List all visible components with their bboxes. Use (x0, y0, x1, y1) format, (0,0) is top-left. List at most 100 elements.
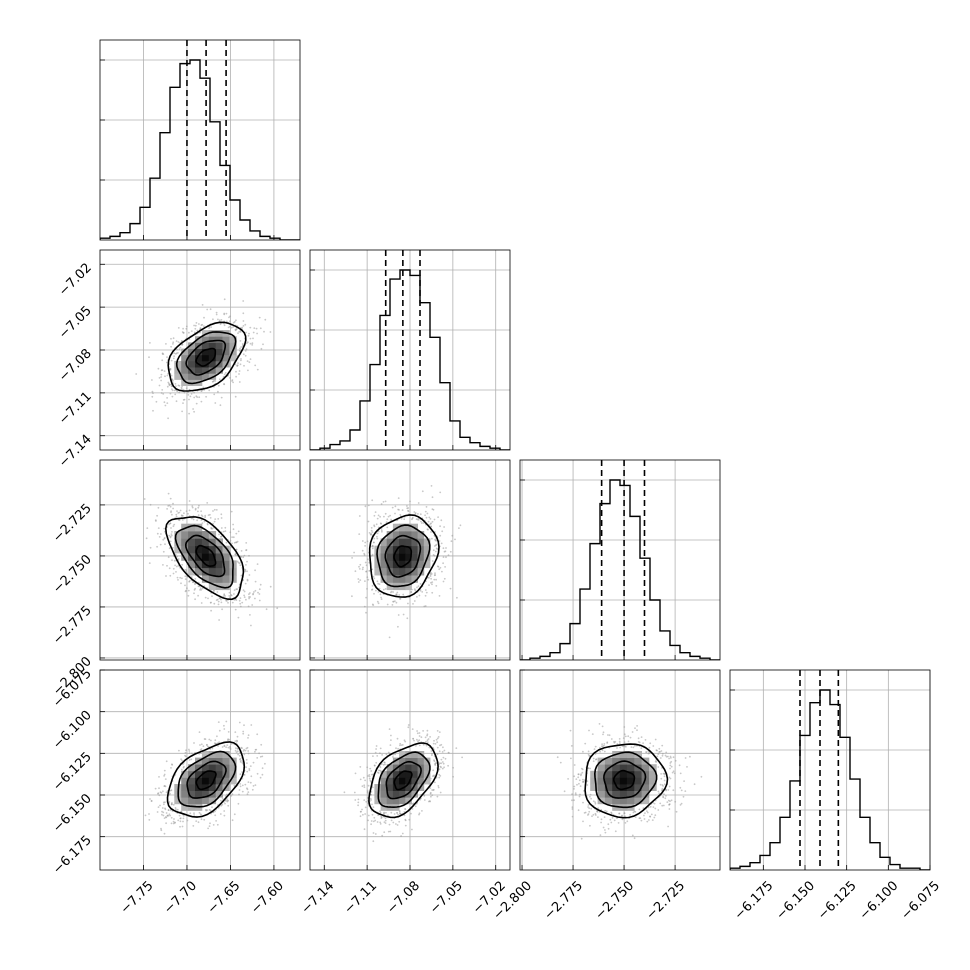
sample-point (227, 731, 230, 733)
sample-point (601, 725, 604, 728)
density-cell (386, 560, 394, 569)
sample-point (387, 830, 390, 833)
sample-point (200, 510, 203, 513)
y-tick-label: −7.05 (56, 303, 95, 342)
sample-point (571, 806, 574, 809)
sample-point (613, 741, 616, 744)
sample-point (181, 825, 184, 828)
density-cell (195, 797, 203, 805)
sample-point (397, 747, 399, 750)
sample-point (664, 773, 666, 776)
sample-point (176, 510, 178, 512)
sample-point (157, 506, 160, 509)
sample-point (655, 749, 658, 751)
sample-point (165, 822, 168, 825)
sample-point (246, 560, 248, 563)
density-cell (399, 764, 406, 772)
density-cell (634, 757, 642, 765)
sample-point (226, 798, 228, 800)
density-cell (195, 567, 203, 576)
sample-point (202, 386, 205, 389)
sample-point (237, 561, 240, 564)
sample-point (593, 748, 596, 750)
sample-point (381, 754, 383, 756)
density-cell (195, 531, 203, 539)
density-cell (619, 790, 628, 798)
sample-point (428, 516, 431, 519)
sample-point (209, 308, 212, 311)
density-cell (641, 784, 650, 791)
sample-point (657, 766, 660, 768)
sample-point (571, 799, 573, 802)
sample-point (230, 594, 233, 597)
sample-point (410, 591, 413, 593)
histogram-panel (519, 459, 721, 661)
sample-point (668, 757, 670, 760)
density-cell (626, 790, 635, 798)
sample-point (246, 762, 248, 764)
density-cell (215, 790, 223, 798)
sample-point (265, 608, 268, 611)
sample-point (362, 776, 365, 779)
sample-point (431, 520, 434, 523)
sample-point (231, 536, 234, 538)
density-cell (405, 560, 412, 569)
sample-point (438, 762, 441, 765)
sample-point (380, 522, 382, 525)
sample-point (244, 570, 246, 573)
density-cell (215, 560, 223, 569)
sample-point (209, 822, 211, 825)
sample-point (194, 598, 197, 601)
sample-point (168, 523, 171, 526)
density-cell (634, 770, 642, 778)
sample-point (586, 780, 589, 782)
sample-point (366, 540, 369, 543)
x-tick-label: −7.05 (427, 878, 466, 917)
sample-point (232, 523, 235, 526)
density-cell (208, 348, 217, 356)
sample-point (595, 758, 597, 761)
density-cell (222, 336, 230, 343)
sample-point (413, 588, 416, 590)
density-cell (386, 553, 394, 561)
sample-point (185, 387, 188, 390)
density-cell (181, 553, 189, 561)
sample-point (621, 815, 623, 817)
sample-point (205, 395, 208, 398)
y-tick-label: −2.775 (50, 603, 95, 648)
sample-point (204, 516, 207, 519)
sample-point (413, 600, 416, 602)
sample-point (256, 733, 259, 736)
sample-point (438, 568, 441, 571)
density-cell (208, 764, 217, 772)
sample-point (175, 385, 177, 387)
sample-point (155, 400, 158, 403)
sample-point (259, 776, 262, 779)
sample-point (422, 522, 425, 524)
density-cell (195, 764, 203, 772)
sample-point (366, 766, 369, 769)
sample-point (166, 397, 169, 399)
contour-line (613, 769, 636, 791)
sample-point (395, 601, 398, 604)
sample-point (374, 819, 377, 822)
density-cell (201, 764, 210, 772)
y-tick-label: −6.175 (50, 833, 95, 878)
sample-point (372, 806, 375, 809)
sample-point (247, 737, 249, 739)
sample-point (416, 586, 418, 589)
sample-point (437, 516, 439, 518)
sample-point (211, 806, 213, 809)
sample-point (204, 514, 207, 517)
sample-point (249, 337, 252, 340)
contour-line (584, 743, 669, 819)
sample-point (372, 840, 375, 843)
sample-point (221, 803, 224, 806)
sample-point (652, 745, 655, 747)
sample-point (236, 735, 239, 738)
sample-point (220, 536, 222, 538)
density-cell (392, 567, 400, 576)
sample-point (668, 776, 671, 779)
sample-point (217, 745, 220, 747)
sample-point (397, 625, 399, 628)
